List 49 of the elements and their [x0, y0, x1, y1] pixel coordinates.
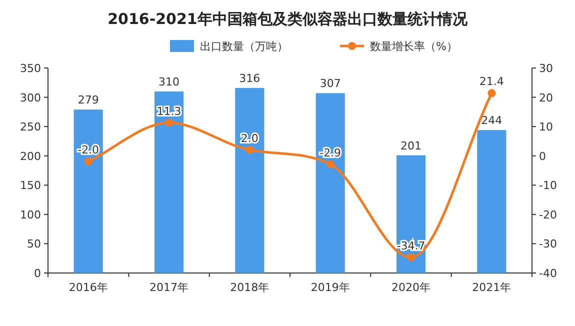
x-tick-label: 2019年 — [310, 281, 350, 294]
data-label: 21.4 — [479, 75, 504, 88]
data-label: -34.7 — [396, 239, 426, 252]
data-label: 310 — [158, 75, 180, 88]
bar — [477, 130, 506, 273]
x-tick-label: 2020年 — [392, 281, 430, 294]
bar — [74, 110, 103, 273]
y2-tick-label: -30 — [539, 238, 557, 251]
data-label: 307 — [320, 77, 341, 90]
x-tick-label: 2021年 — [472, 281, 512, 294]
y-tick-label: 100 — [20, 208, 41, 222]
point — [246, 146, 254, 154]
y-tick-label: 200 — [20, 150, 41, 163]
data-label: 11.3 — [156, 104, 182, 118]
data-label: 244 — [481, 114, 502, 128]
bar — [235, 88, 264, 273]
y2-tick-label: 0 — [539, 150, 546, 163]
data-label: 316 — [239, 72, 260, 85]
y2-tick-label: 10 — [539, 120, 553, 134]
y-tick-label: 0 — [34, 267, 41, 280]
data-label: 279 — [78, 94, 99, 107]
point — [488, 89, 496, 98]
point — [165, 118, 173, 127]
point — [326, 160, 334, 168]
y2-tick-label: -40 — [539, 267, 557, 280]
y-tick-label: 150 — [20, 179, 41, 192]
y2-tick-label: -10 — [539, 179, 557, 192]
x-tick-label: 2017年 — [150, 281, 188, 294]
data-label: 2.0 — [240, 132, 258, 145]
point — [407, 253, 415, 262]
y-tick-label: 300 — [20, 91, 41, 104]
legend-label: 数量增长率（%） — [370, 40, 458, 53]
y-tick-label: 350 — [20, 62, 41, 75]
y-tick-label: 250 — [20, 120, 41, 134]
y2-tick-label: -20 — [539, 208, 557, 222]
y2-tick-label: 30 — [539, 62, 553, 75]
x-tick-label: 2016年 — [68, 281, 108, 294]
point — [84, 158, 92, 166]
data-label: -2.9 — [320, 146, 342, 160]
chart-title: 2016-2021年中国箱包及类似容器出口数量统计情况 — [108, 10, 468, 28]
y-tick-label: 50 — [27, 238, 41, 251]
bar — [396, 155, 426, 273]
data-label: 201 — [400, 139, 422, 152]
data-label: -2.0 — [78, 144, 100, 157]
y2-tick-label: 20 — [539, 91, 553, 104]
bar — [316, 93, 345, 273]
legend-label: 出口数量（万吨） — [200, 40, 288, 53]
bar — [154, 91, 184, 273]
x-tick-label: 2018年 — [230, 281, 270, 294]
